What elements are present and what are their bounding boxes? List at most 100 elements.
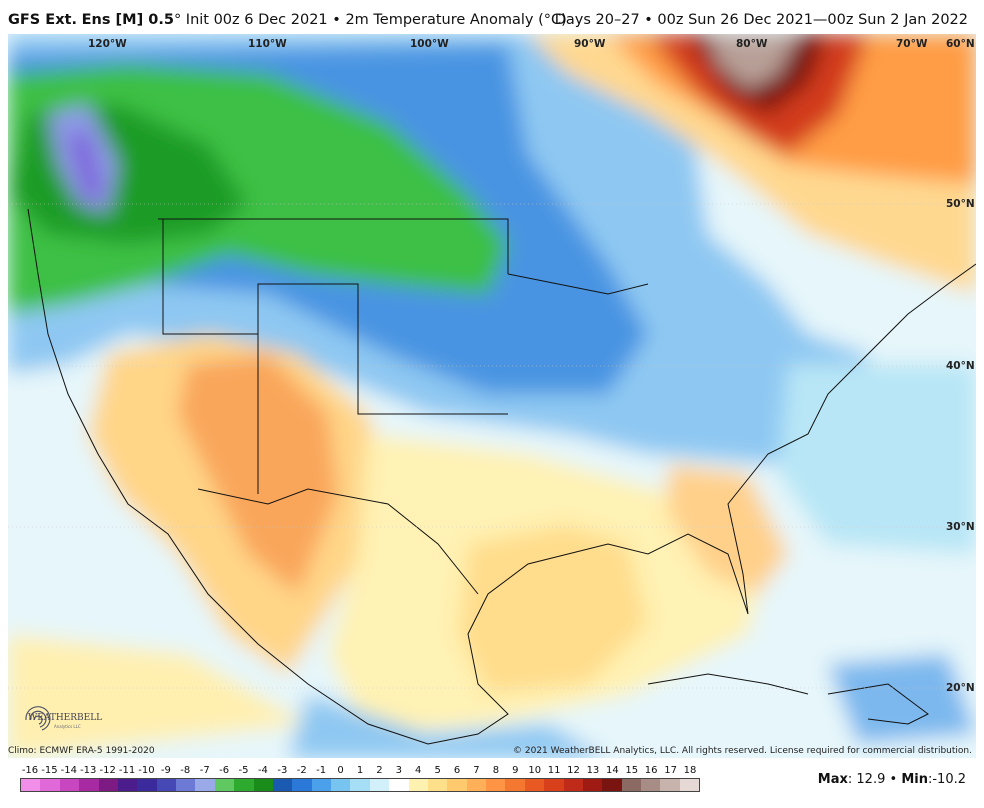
colorbar-tick-label: 7 (473, 765, 480, 776)
colorbar-tick-label: 1 (356, 765, 364, 776)
lat-label: 40°N (946, 360, 975, 372)
colorbar-tick-label: 16 (644, 765, 658, 776)
colorbar (20, 778, 700, 792)
colorbar-swatch (369, 779, 390, 791)
colorbar-swatch (98, 779, 118, 791)
colorbar-swatch (427, 779, 448, 791)
lon-label: 90°W (574, 38, 606, 50)
min-value: -10.2 (932, 772, 966, 787)
colorbar-swatch (292, 779, 312, 791)
max-min-readout: Max: 12.9 • Min:-10.2 (817, 772, 966, 787)
colorbar-tick-label: 4 (415, 765, 422, 776)
min-label: Min (901, 772, 928, 787)
lat-label: 20°N (946, 682, 975, 694)
degree-mark: ° (173, 12, 182, 28)
map-canvas (8, 34, 976, 758)
max-label: Max (817, 772, 848, 787)
lon-label: 120°W (88, 38, 127, 50)
colorbar-swatch (331, 779, 351, 791)
colorbar-tick-label: -5 (238, 765, 249, 776)
colorbar-tick-label: -7 (199, 765, 210, 776)
copyright-note: © 2021 WeatherBELL Analytics, LLC. All r… (513, 746, 972, 756)
colorbar-swatch (641, 779, 661, 791)
init-time: Init 00z 6 Dec 2021 (185, 12, 328, 28)
colorbar-tick-label: -4 (257, 765, 268, 776)
colorbar-tick-label: 14 (605, 765, 619, 776)
colorbar-tick-label: 15 (625, 765, 639, 776)
colorbar-tick-label: 10 (528, 765, 542, 776)
colorbar-swatch (544, 779, 564, 791)
colorbar-tick-label: 0 (337, 765, 344, 776)
colorbar-swatch (524, 779, 545, 791)
lat-label: 30°N (946, 521, 975, 533)
weatherbell-logo: WEATHERBELL Analytics LLC (25, 706, 102, 731)
colorbar-swatch (466, 779, 486, 791)
colorbar-tick-label: -14 (60, 765, 77, 776)
colorbar-tick-label: 9 (512, 765, 519, 776)
colorbar-tick-label: 11 (547, 765, 561, 776)
lon-label: 110°W (248, 38, 287, 50)
colorbar-swatch (176, 779, 196, 791)
colorbar-tick-label: 8 (492, 765, 500, 776)
colorbar-swatch (486, 779, 506, 791)
colorbar-swatch (350, 779, 370, 791)
colorbar-swatch (117, 779, 138, 791)
colorbar-swatch (311, 779, 331, 791)
colorbar-swatch (40, 779, 60, 791)
colorbar-tick-label: -6 (219, 765, 230, 776)
colorbar-ticks: -16 -15 -14 -13 -12 -11 -10 -9 -8 -7 -6 -5 -4 -3 -2 -1 0… (20, 765, 700, 777)
colorbar-swatch (505, 779, 525, 791)
lat-label: 50°N (946, 198, 975, 210)
colorbar-tick-label: 2 (376, 765, 383, 776)
colorbar-swatch (389, 779, 409, 791)
colorbar-tick-label: -9 (160, 765, 171, 776)
map-title: GFS Ext. Ens [M] 0.5° Init 00z 6 Dec 202… (8, 12, 567, 28)
colorbar-tick-label: 13 (586, 765, 600, 776)
colorbar-swatch (156, 779, 176, 791)
colorbar-swatch (447, 779, 467, 791)
colorbar-tick-label: -12 (99, 765, 116, 776)
lon-label: 100°W (410, 38, 449, 50)
colorbar-tick-label: -8 (180, 765, 191, 776)
colorbar-swatch (660, 779, 680, 791)
colorbar-swatch (253, 779, 273, 791)
colorbar-swatch (79, 779, 99, 791)
colorbar-swatch (234, 779, 254, 791)
separator: • (889, 772, 898, 787)
colorbar-swatch (195, 779, 215, 791)
max-value: 12.9 (856, 772, 886, 787)
field-name: 2m Temperature Anomaly (°C) (345, 12, 567, 28)
colorbar-swatch (21, 779, 41, 791)
logo-text: WEATHERBELL (28, 713, 102, 723)
colorbar-tick-label: 3 (395, 765, 402, 776)
colorbar-tick-label: -3 (277, 765, 288, 776)
colorbar-tick-label: -15 (41, 765, 58, 776)
colorbar-swatch (137, 779, 157, 791)
logo-subtext: Analytics LLC (54, 724, 81, 729)
lon-label: 70°W (896, 38, 928, 50)
colorbar-tick-label: 5 (434, 765, 441, 776)
colorbar-swatch (214, 779, 235, 791)
colorbar-tick-label: 12 (567, 765, 580, 776)
colorbar-swatch (621, 779, 641, 791)
colorbar-swatch (408, 779, 428, 791)
separator: • (332, 12, 341, 28)
colorbar-tick-label: -16 (21, 765, 39, 776)
colorbar-tick-label: -1 (316, 765, 327, 776)
lon-label: 80°W (736, 38, 768, 50)
valid-range: Days 20–27 • 00z Sun 26 Dec 2021—00z Sun… (554, 12, 968, 28)
climo-note: Climo: ECMWF ERA-5 1991-2020 (8, 746, 155, 756)
model-name: GFS Ext. (8, 12, 77, 28)
colorbar-swatch (582, 779, 603, 791)
colorbar-swatch (272, 779, 293, 791)
colorbar-tick-label: 17 (664, 765, 677, 776)
colorbar-tick-label: -2 (296, 765, 307, 776)
colorbar-swatch (563, 779, 583, 791)
colorbar-tick-label: -11 (118, 765, 136, 776)
colorbar-tick-label: 6 (453, 765, 461, 776)
colorbar-tick-label: -10 (138, 765, 155, 776)
ensemble-label: Ens [M] 0.5 (81, 12, 174, 28)
colorbar-swatch (59, 779, 80, 791)
colorbar-tick-label: 18 (683, 765, 697, 776)
colorbar-tick-label: -13 (80, 765, 97, 776)
